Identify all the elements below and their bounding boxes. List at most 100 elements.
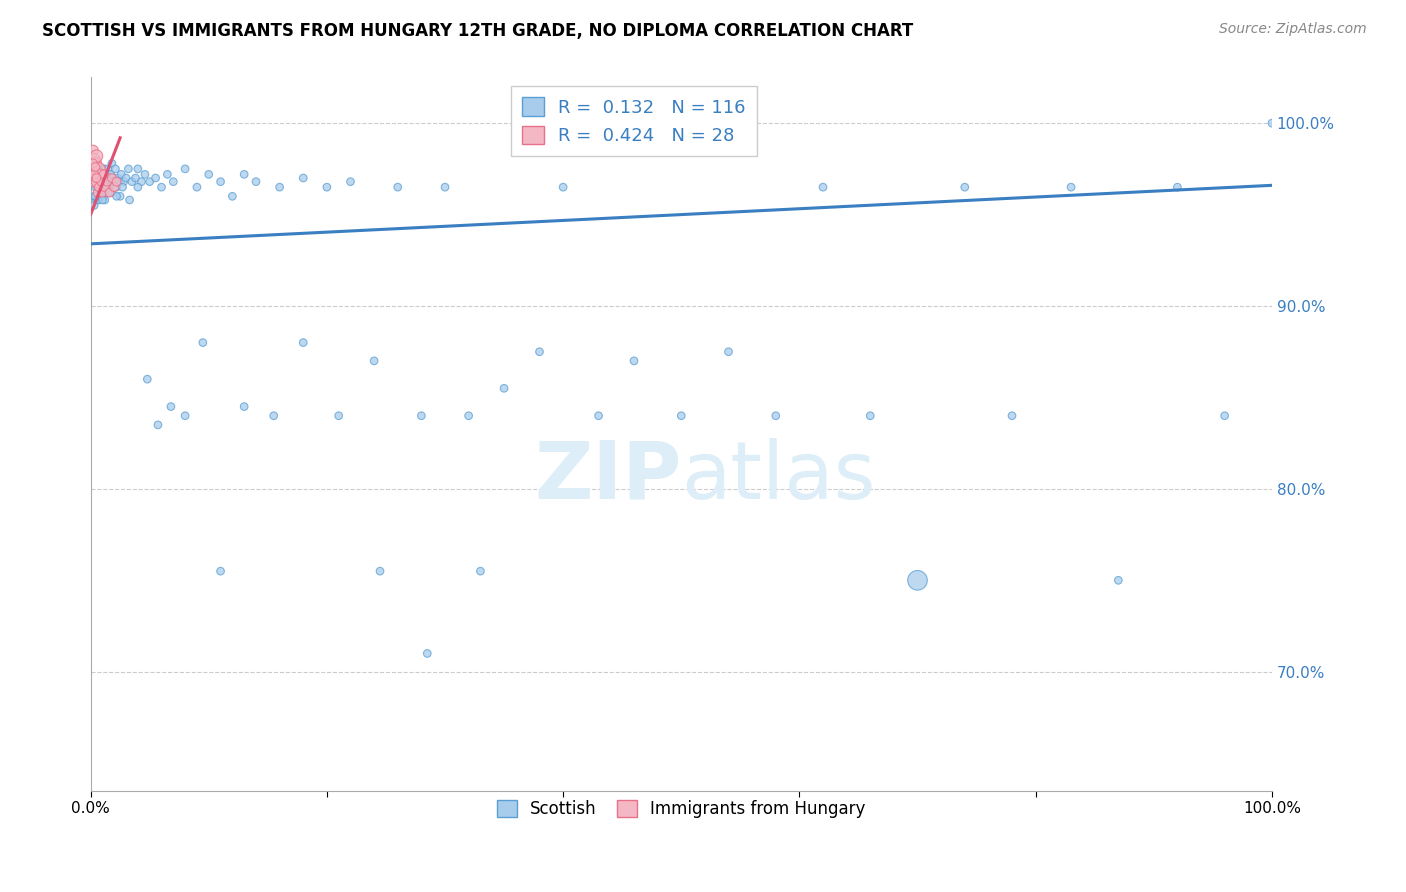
Point	[245, 175, 267, 189]
Point	[588, 409, 610, 423]
Point	[87, 175, 110, 189]
Point	[84, 161, 107, 176]
Point	[86, 149, 108, 163]
Point	[174, 409, 197, 423]
Point	[86, 186, 108, 200]
Point	[859, 409, 882, 423]
Point	[86, 175, 108, 189]
Point	[263, 409, 285, 423]
Point	[162, 175, 184, 189]
Point	[1107, 574, 1129, 588]
Point	[328, 409, 350, 423]
Point	[89, 186, 111, 200]
Point	[1261, 116, 1284, 130]
Point	[105, 180, 128, 194]
Point	[105, 175, 128, 189]
Point	[101, 186, 124, 200]
Point	[416, 647, 439, 661]
Point	[623, 354, 645, 368]
Point	[124, 171, 146, 186]
Point	[86, 180, 108, 194]
Point	[94, 180, 117, 194]
Point	[101, 156, 124, 170]
Point	[82, 161, 104, 176]
Point	[470, 564, 492, 578]
Point	[108, 189, 131, 203]
Point	[174, 161, 197, 176]
Point	[91, 186, 114, 200]
Point	[107, 171, 129, 186]
Point	[110, 167, 132, 181]
Point	[104, 161, 127, 176]
Point	[907, 574, 929, 588]
Point	[186, 180, 208, 194]
Point	[89, 161, 111, 176]
Text: ZIP: ZIP	[534, 438, 682, 516]
Point	[111, 180, 134, 194]
Point	[97, 180, 120, 194]
Point	[368, 564, 391, 578]
Point	[339, 175, 361, 189]
Point	[91, 180, 114, 194]
Point	[80, 171, 103, 186]
Point	[83, 167, 105, 181]
Point	[127, 180, 149, 194]
Point	[411, 409, 433, 423]
Point	[94, 193, 117, 207]
Point	[87, 180, 110, 194]
Point	[93, 189, 115, 203]
Point	[89, 175, 111, 189]
Point	[93, 171, 115, 186]
Text: SCOTTISH VS IMMIGRANTS FROM HUNGARY 12TH GRADE, NO DIPLOMA CORRELATION CHART: SCOTTISH VS IMMIGRANTS FROM HUNGARY 12TH…	[42, 22, 914, 40]
Point	[953, 180, 976, 194]
Point	[292, 335, 315, 350]
Point	[94, 161, 117, 176]
Point	[145, 171, 167, 186]
Point	[434, 180, 457, 194]
Point	[121, 175, 143, 189]
Point	[87, 161, 110, 176]
Point	[82, 161, 104, 176]
Point	[93, 167, 115, 181]
Point	[118, 193, 141, 207]
Point	[156, 167, 179, 181]
Point	[717, 344, 740, 359]
Point	[96, 175, 118, 189]
Point	[101, 175, 124, 189]
Point	[138, 175, 160, 189]
Point	[134, 167, 156, 181]
Point	[127, 161, 149, 176]
Text: Source: ZipAtlas.com: Source: ZipAtlas.com	[1219, 22, 1367, 37]
Point	[1001, 409, 1024, 423]
Point	[84, 160, 107, 174]
Point	[115, 171, 138, 186]
Point	[97, 186, 120, 200]
Point	[494, 381, 516, 395]
Point	[553, 180, 575, 194]
Point	[82, 144, 104, 158]
Point	[363, 354, 385, 368]
Point	[292, 171, 315, 186]
Point	[86, 193, 108, 207]
Point	[80, 149, 103, 163]
Point	[209, 564, 232, 578]
Text: atlas: atlas	[682, 438, 876, 516]
Point	[1213, 409, 1236, 423]
Point	[233, 167, 256, 181]
Point	[136, 372, 159, 386]
Point	[315, 180, 337, 194]
Point	[86, 175, 108, 189]
Point	[94, 167, 117, 181]
Point	[86, 167, 108, 181]
Point	[209, 175, 232, 189]
Point	[83, 167, 105, 181]
Point	[82, 175, 104, 189]
Point	[84, 180, 107, 194]
Point	[83, 189, 105, 203]
Point	[86, 171, 108, 186]
Point	[84, 156, 107, 170]
Point	[96, 175, 118, 189]
Point	[105, 189, 128, 203]
Point	[1166, 180, 1188, 194]
Point	[387, 180, 409, 194]
